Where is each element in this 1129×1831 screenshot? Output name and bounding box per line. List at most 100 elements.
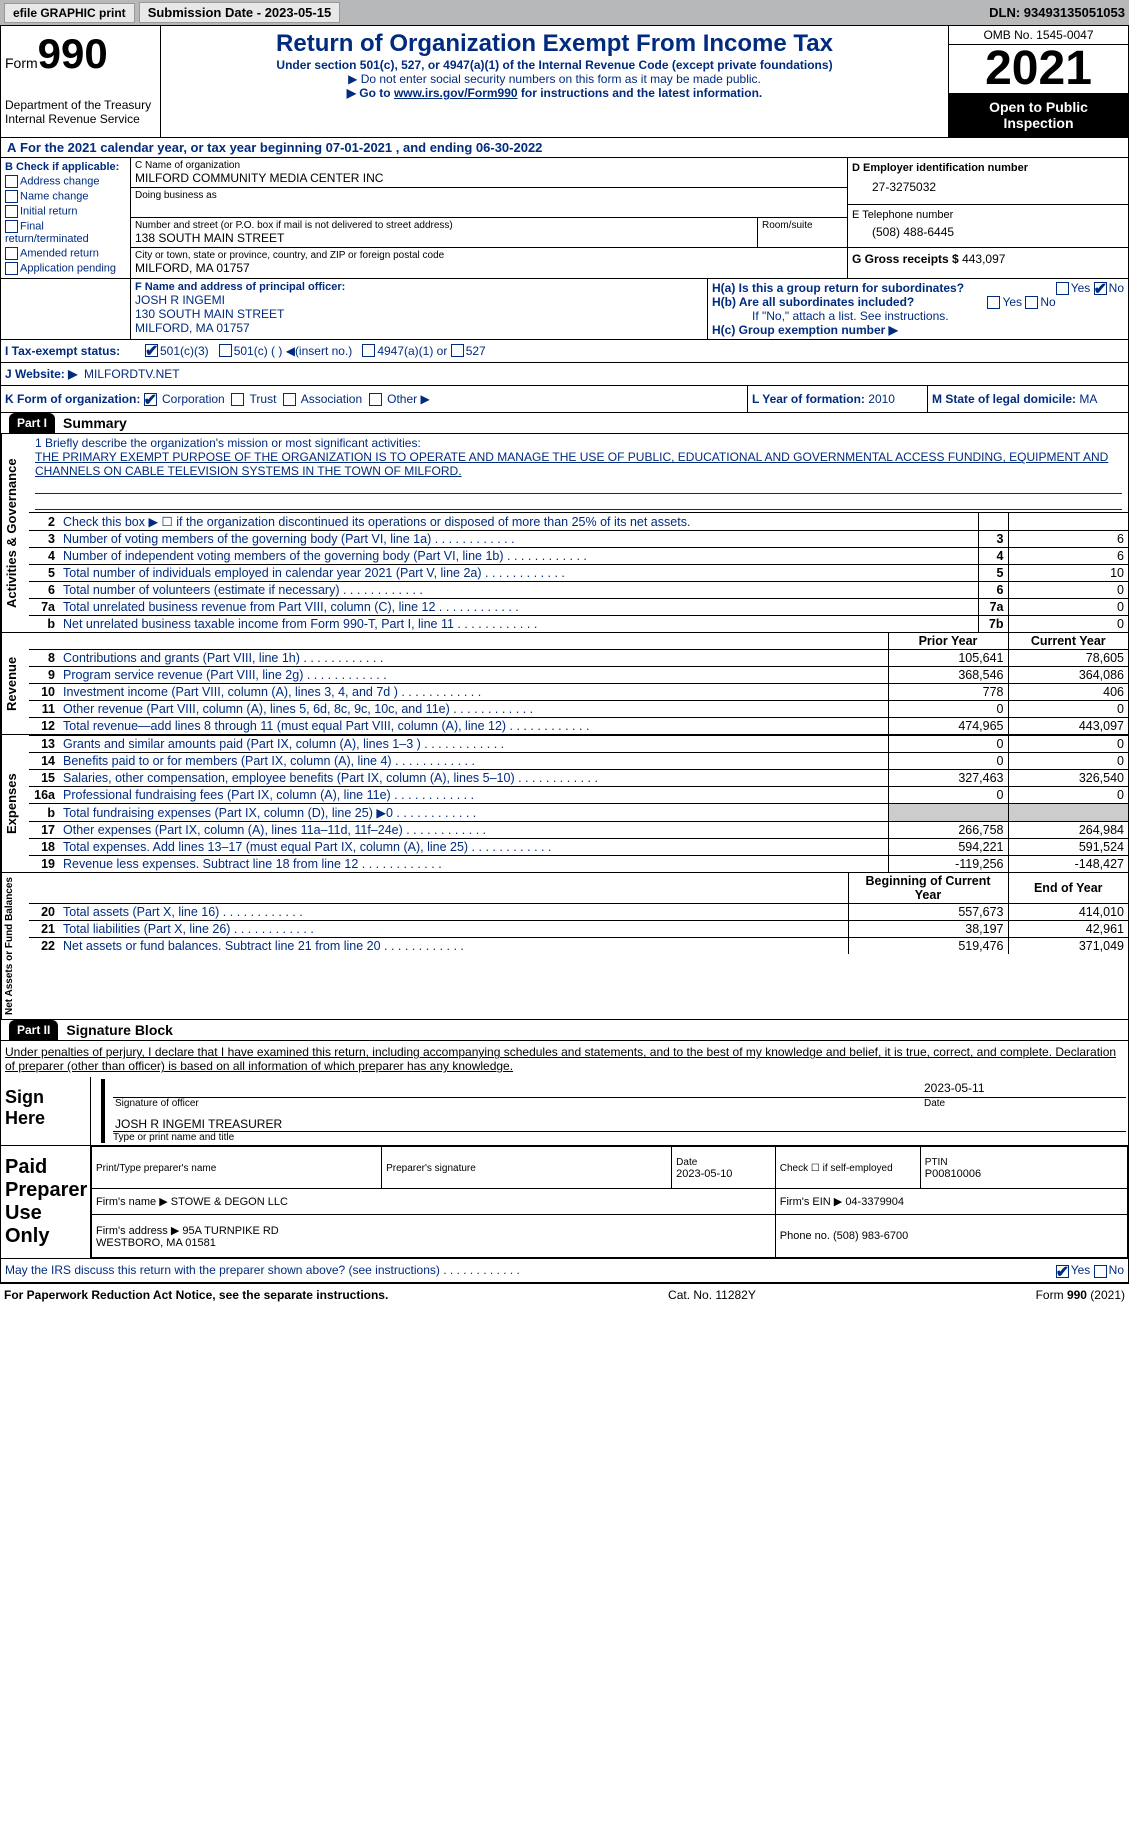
firm-phone-label: Phone no. [780,1230,830,1242]
opt-pending: Application pending [20,262,116,274]
mission-text: THE PRIMARY EXEMPT PURPOSE OF THE ORGANI… [35,450,1122,478]
city-label: City or town, state or province, country… [135,250,843,261]
dept-text: Department of the Treasury Internal Reve… [5,98,156,126]
prep-date: 2023-05-10 [676,1168,732,1180]
prep-sig-label: Preparer's signature [386,1163,476,1174]
vlabel-net: Net Assets or Fund Balances [1,873,29,1019]
chk-501c[interactable] [219,344,232,357]
sig-officer-label: Signature of officer [115,1098,924,1109]
i-label: I Tax-exempt status: [5,344,120,358]
f-label: F Name and address of principal officer: [135,281,703,293]
chk-name[interactable] [5,190,18,203]
form-number: 990 [38,30,108,77]
chk-4947[interactable] [362,344,375,357]
hdr-begin: Beginning of Current Year [848,873,1008,904]
part1-num: Part I [9,413,55,433]
tax-year: 2021 [949,45,1128,93]
chk-corp[interactable] [144,393,157,406]
org-name: MILFORD COMMUNITY MEDIA CENTER INC [135,171,843,185]
prep-name-label: Print/Type preparer's name [96,1163,216,1174]
firm-name: STOWE & DEGON LLC [171,1196,288,1208]
street: 138 SOUTH MAIN STREET [135,231,753,245]
opt-527: 527 [466,344,486,358]
form-title: Return of Organization Exempt From Incom… [165,30,944,58]
hdr-end: End of Year [1008,873,1128,904]
public-inspection: Open to Public Inspection [949,93,1128,137]
sig-declaration: Under penalties of perjury, I declare th… [0,1041,1129,1077]
section-b: B Check if applicable: Address change Na… [1,158,131,278]
room-label: Room/suite [762,220,843,231]
hb-yes[interactable] [987,296,1000,309]
chk-amended[interactable] [5,247,18,260]
chk-501c3[interactable] [145,344,158,357]
irs-link[interactable]: www.irs.gov/Form990 [394,86,518,100]
efile-print-button[interactable]: efile GRAPHIC print [4,3,135,23]
ptin: P00810006 [925,1168,981,1180]
opt-501c: 501(c) ( ) ◀(insert no.) [234,344,353,358]
vlabel-gov: Activities & Governance [1,434,29,632]
officer-sig-name: JOSH R INGEMI TREASURER [113,1109,1126,1132]
discuss-yes[interactable] [1056,1265,1069,1278]
form-subtitle-1: Under section 501(c), 527, or 4947(a)(1)… [165,58,944,72]
firm-ein-label: Firm's EIN ▶ [780,1196,843,1208]
vlabel-exp: Expenses [1,735,29,872]
discuss-no[interactable] [1094,1265,1107,1278]
yes-text: Yes [1071,281,1091,295]
phone: (508) 488-6445 [852,221,1124,243]
street-label: Number and street (or P.O. box if mail i… [135,220,753,231]
opt-name: Name change [20,190,89,202]
domicile: MA [1079,392,1097,406]
vlabel-rev: Revenue [1,633,29,734]
name-title-label: Type or print name and title [113,1132,1126,1143]
ha-label: H(a) Is this a group return for subordin… [712,281,964,295]
opt-trust: Trust [250,392,277,406]
chk-other[interactable] [369,393,382,406]
firm-addr-label: Firm's address ▶ [96,1225,179,1237]
footer-right: Form 990 (2021) [1036,1288,1125,1302]
hdr-prior: Prior Year [888,633,1008,650]
form-word: Form [5,55,38,71]
d-label: D Employer identification number [852,162,1124,174]
opt-assoc: Association [301,392,362,406]
sig-date: 2023-05-11 [924,1081,1124,1095]
chk-trust[interactable] [231,393,244,406]
chk-final[interactable] [5,220,18,233]
footer-mid: Cat. No. 11282Y [388,1288,1035,1302]
firm-label: Firm's name ▶ [96,1196,168,1208]
no-text: No [1109,281,1124,295]
ha-no[interactable] [1094,282,1107,295]
paid-preparer: Paid Preparer Use Only [1,1146,91,1258]
period-text: For the 2021 calendar year, or tax year … [20,140,542,155]
hd-label: H(c) Group exemption number ▶ [712,323,898,337]
firm-phone: (508) 983-6700 [833,1230,908,1242]
period-row: A For the 2021 calendar year, or tax yea… [0,138,1129,158]
dba-label: Doing business as [135,190,843,201]
c-name-label: C Name of organization [135,160,843,171]
chk-pending[interactable] [5,262,18,275]
hb-no[interactable] [1025,296,1038,309]
discuss-text: May the IRS discuss this return with the… [5,1263,520,1277]
k-label: K Form of organization: [5,392,140,406]
top-bar: efile GRAPHIC print Submission Date - 20… [0,0,1129,25]
part2-num: Part II [9,1020,58,1040]
part1-title: Summary [63,415,127,431]
opt-amended: Amended return [20,247,99,259]
j-label: J Website: ▶ [5,367,77,381]
chk-assoc[interactable] [283,393,296,406]
revenue-table: Prior YearCurrent Year 8Contributions an… [29,633,1128,734]
chk-initial[interactable] [5,205,18,218]
opt-corp: Corporation [162,392,225,406]
officer-name: JOSH R INGEMI [135,293,703,307]
form-header: Form990 Department of the Treasury Inter… [0,25,1129,138]
ha-yes[interactable] [1056,282,1069,295]
submission-date-button[interactable]: Submission Date - 2023-05-15 [139,2,341,23]
governance-table: 2Check this box ▶ ☐ if the organization … [29,512,1128,632]
chk-527[interactable] [451,344,464,357]
date-label: Date [924,1098,1124,1109]
chk-address[interactable] [5,175,18,188]
mission-label: 1 Briefly describe the organization's mi… [35,436,1122,450]
main-info-row: B Check if applicable: Address change Na… [0,158,1129,279]
gross-receipts: 443,097 [962,252,1005,266]
prep-date-label: Date [676,1157,697,1168]
assets-table: Beginning of Current YearEnd of Year 20T… [29,873,1128,954]
